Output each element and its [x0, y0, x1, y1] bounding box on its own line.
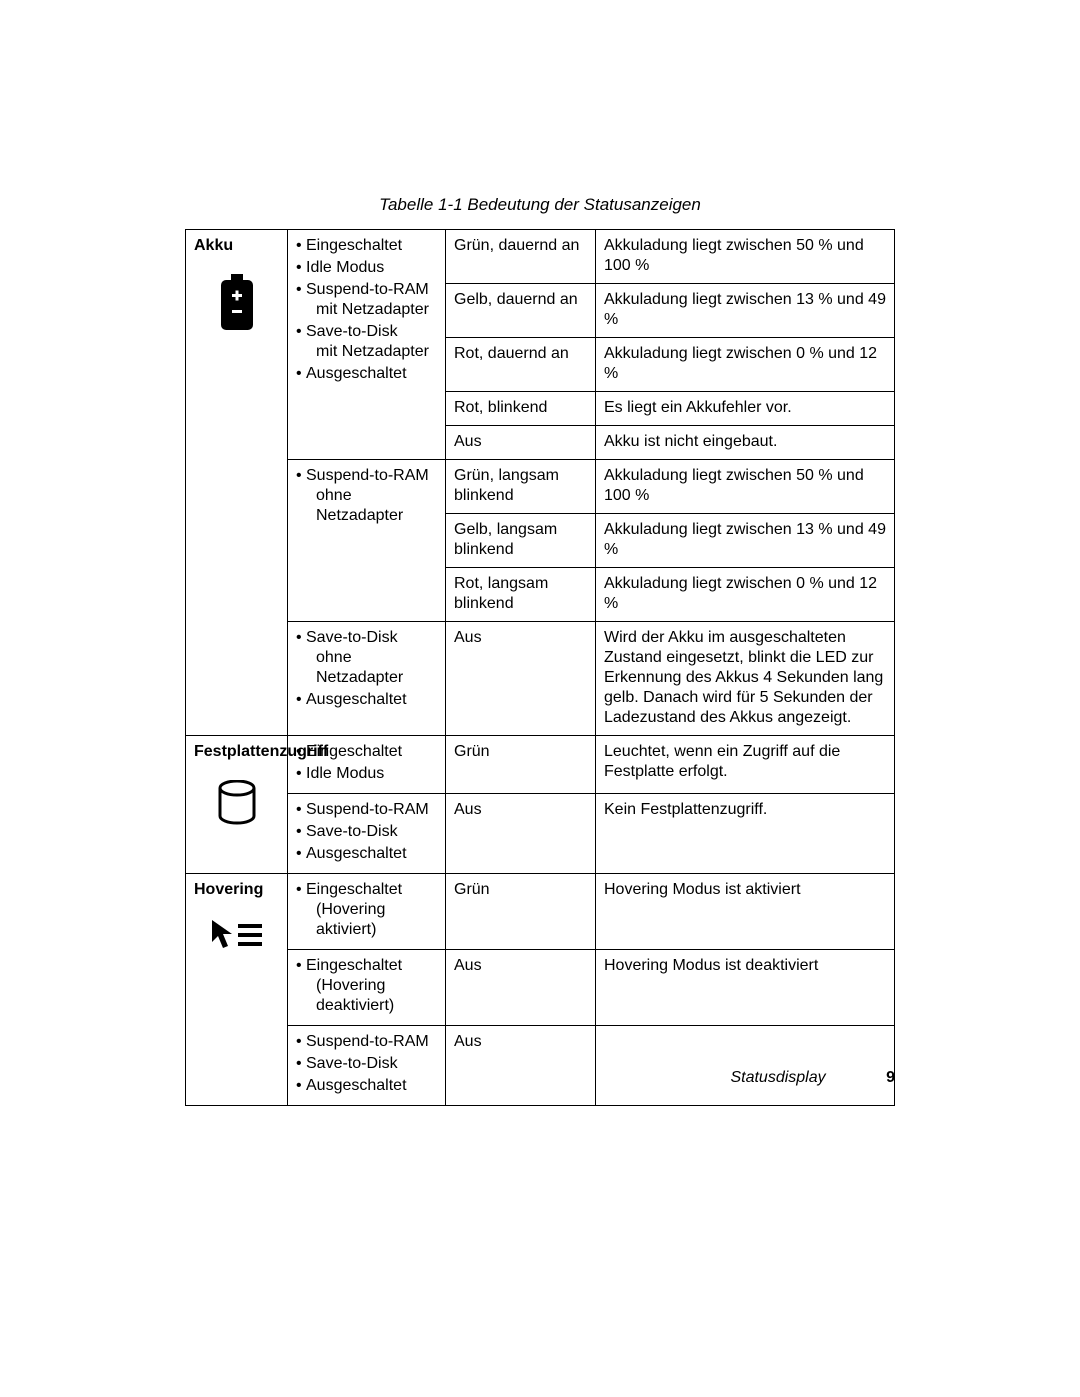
section-icon: [194, 274, 279, 338]
led-cell: Aus: [446, 622, 596, 736]
table-row: Eingeschaltet(Hovering deaktiviert)AusHo…: [186, 950, 895, 1026]
mode-item: Eingeschaltet: [296, 236, 437, 256]
mode-item: Suspend-to-RAM: [296, 1032, 437, 1052]
meaning-cell: Kein Festplattenzugriff.: [596, 794, 895, 874]
meaning-cell: Leuchtet, wenn ein Zugriff auf die Festp…: [596, 736, 895, 794]
mode-item: Idle Modus: [296, 258, 437, 278]
modes-cell: Suspend-to-RAMohne Netzadapter: [288, 460, 446, 622]
battery-icon: [218, 274, 256, 332]
led-cell: Gelb, dauernd an: [446, 284, 596, 338]
document-page: Tabelle 1-1 Bedeutung der Statusanzeigen…: [0, 0, 1080, 1397]
section-label: Festplattenzugriff: [194, 742, 279, 762]
table-row: Hovering Eingeschaltet(Hovering aktiviert…: [186, 874, 895, 950]
meaning-cell: Hovering Modus ist aktiviert: [596, 874, 895, 950]
modes-cell: Save-to-Diskohne NetzadapterAusgeschalte…: [288, 622, 446, 736]
footer-page-number: 9: [886, 1069, 895, 1086]
mode-list: Suspend-to-RAMohne Netzadapter: [296, 466, 437, 526]
section-label: Akku: [194, 236, 279, 256]
mode-list: EingeschaltetIdle ModusSuspend-to-RAMmit…: [296, 236, 437, 384]
modes-cell: Eingeschaltet(Hovering deaktiviert): [288, 950, 446, 1026]
modes-cell: EingeschaltetIdle Modus: [288, 736, 446, 794]
mode-item: Idle Modus: [296, 764, 437, 784]
mode-item-sub: mit Netzadapter: [306, 300, 437, 320]
mode-item: Ausgeschaltet: [296, 1076, 437, 1096]
table-row: Suspend-to-RAMSave-to-DiskAusgeschaltetA…: [186, 1026, 895, 1106]
table-row: Festplattenzugriff EingeschaltetIdle Modu…: [186, 736, 895, 794]
mode-list: Save-to-Diskohne NetzadapterAusgeschalte…: [296, 628, 437, 710]
hovering-icon: [210, 918, 264, 952]
meaning-cell: Akkuladung liegt zwischen 50 % und 100 %: [596, 460, 895, 514]
led-cell: Grün, dauernd an: [446, 230, 596, 284]
section-cell: Hovering: [186, 874, 288, 1106]
mode-item: Ausgeschaltet: [296, 844, 437, 864]
led-cell: Aus: [446, 1026, 596, 1106]
mode-item: Save-to-Diskmit Netzadapter: [296, 322, 437, 362]
led-cell: Grün: [446, 736, 596, 794]
modes-cell: EingeschaltetIdle ModusSuspend-to-RAMmit…: [288, 230, 446, 460]
modes-cell: Eingeschaltet(Hovering aktiviert): [288, 874, 446, 950]
meaning-cell: Akkuladung liegt zwischen 0 % und 12 %: [596, 568, 895, 622]
table-row: AkkuEingeschaltetIdle ModusSuspend-to-RA…: [186, 230, 895, 284]
disk-icon: [216, 780, 258, 826]
mode-item: Eingeschaltet(Hovering aktiviert): [296, 880, 437, 940]
led-cell: Grün, langsam blinkend: [446, 460, 596, 514]
mode-item: Suspend-to-RAMmit Netzadapter: [296, 280, 437, 320]
mode-item-sub: ohne Netzadapter: [306, 486, 437, 526]
led-cell: Aus: [446, 426, 596, 460]
meaning-cell: Akkuladung liegt zwischen 13 % und 49 %: [596, 284, 895, 338]
meaning-cell: Hovering Modus ist deaktiviert: [596, 950, 895, 1026]
section-icon: [194, 918, 279, 958]
mode-list: Suspend-to-RAMSave-to-DiskAusgeschaltet: [296, 1032, 437, 1096]
mode-item: Save-to-Diskohne Netzadapter: [296, 628, 437, 688]
status-table: AkkuEingeschaltetIdle ModusSuspend-to-RA…: [185, 229, 895, 1106]
modes-cell: Suspend-to-RAMSave-to-DiskAusgeschaltet: [288, 1026, 446, 1106]
table-caption: Tabelle 1-1 Bedeutung der Statusanzeigen: [185, 195, 895, 215]
page-footer: Statusdisplay 9: [730, 1069, 895, 1087]
led-cell: Aus: [446, 950, 596, 1026]
meaning-cell: Akkuladung liegt zwischen 50 % und 100 %: [596, 230, 895, 284]
mode-list: EingeschaltetIdle Modus: [296, 742, 437, 784]
modes-cell: Suspend-to-RAMSave-to-DiskAusgeschaltet: [288, 794, 446, 874]
section-icon: [194, 780, 279, 832]
meaning-cell: [596, 1026, 895, 1106]
led-cell: Gelb, langsam blinkend: [446, 514, 596, 568]
mode-item: Eingeschaltet(Hovering deaktiviert): [296, 956, 437, 1016]
table-row: Suspend-to-RAMohne NetzadapterGrün, lang…: [186, 460, 895, 514]
led-cell: Grün: [446, 874, 596, 950]
mode-list: Suspend-to-RAMSave-to-DiskAusgeschaltet: [296, 800, 437, 864]
mode-item-sub: mit Netzadapter: [306, 342, 437, 362]
mode-item: Ausgeschaltet: [296, 364, 437, 384]
mode-item: Suspend-to-RAM: [296, 800, 437, 820]
table-row: Save-to-Diskohne NetzadapterAusgeschalte…: [186, 622, 895, 736]
meaning-cell: Akku ist nicht eingebaut.: [596, 426, 895, 460]
mode-item: Eingeschaltet: [296, 742, 437, 762]
meaning-cell: Es liegt ein Akkufehler vor.: [596, 392, 895, 426]
mode-item: Save-to-Disk: [296, 822, 437, 842]
led-cell: Rot, langsam blinkend: [446, 568, 596, 622]
led-cell: Aus: [446, 794, 596, 874]
section-cell: Akku: [186, 230, 288, 736]
mode-item-sub: (Hovering aktiviert): [306, 900, 437, 940]
mode-item: Ausgeschaltet: [296, 690, 437, 710]
mode-item-sub: ohne Netzadapter: [306, 648, 437, 688]
mode-list: Eingeschaltet(Hovering deaktiviert): [296, 956, 437, 1016]
led-cell: Rot, dauernd an: [446, 338, 596, 392]
meaning-cell: Akkuladung liegt zwischen 0 % und 12 %: [596, 338, 895, 392]
table-row: Suspend-to-RAMSave-to-DiskAusgeschaltetA…: [186, 794, 895, 874]
meaning-cell: Wird der Akku im ausgeschalteten Zustand…: [596, 622, 895, 736]
section-label: Hovering: [194, 880, 279, 900]
mode-item: Suspend-to-RAMohne Netzadapter: [296, 466, 437, 526]
led-cell: Rot, blinkend: [446, 392, 596, 426]
mode-item: Save-to-Disk: [296, 1054, 437, 1074]
section-cell: Festplattenzugriff: [186, 736, 288, 874]
meaning-cell: Akkuladung liegt zwischen 13 % und 49 %: [596, 514, 895, 568]
mode-item-sub: (Hovering deaktiviert): [306, 976, 437, 1016]
footer-title: Statusdisplay: [730, 1069, 825, 1086]
mode-list: Eingeschaltet(Hovering aktiviert): [296, 880, 437, 940]
